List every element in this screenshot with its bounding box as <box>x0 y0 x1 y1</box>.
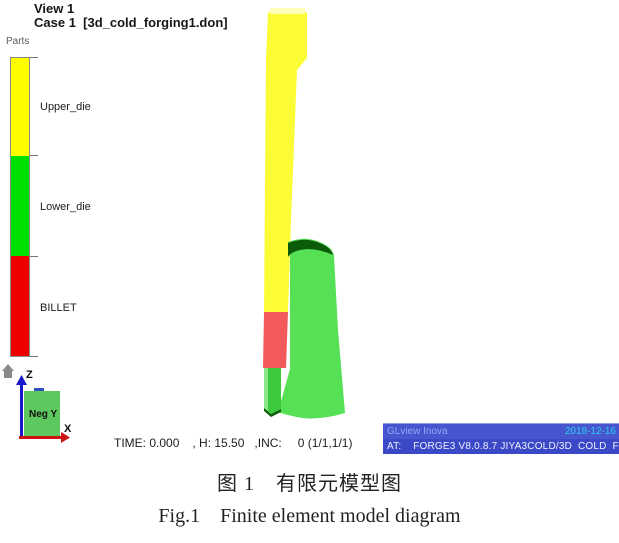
legend-swatch-upper-die[interactable] <box>11 58 29 156</box>
z-axis-label: Z <box>26 369 33 381</box>
legend-tick <box>30 256 38 257</box>
info-bar: GLview Inova 2018-12-16 AT: FORGE3 V8.0.… <box>383 423 619 454</box>
parts-legend-title: Parts <box>6 36 30 47</box>
case-title: Case 1 [3d_cold_forging1.don] <box>34 15 228 30</box>
status-height: , H: 15.50 <box>192 436 245 450</box>
legend-label-upper-die: Upper_die <box>40 101 91 113</box>
legend-label-billet: BILLET <box>40 302 77 314</box>
parts-legend-bar <box>10 57 30 357</box>
x-axis-arrowhead <box>61 432 70 443</box>
view-header: View 1 Case 1 [3d_cold_forging1.don] <box>34 2 228 30</box>
z-axis-arrowhead <box>16 375 27 385</box>
upper-die-mesh[interactable] <box>264 12 307 312</box>
upper-die-highlight <box>270 8 305 14</box>
app-name: GLview Inova <box>387 426 448 437</box>
triad-plane <box>24 391 60 437</box>
legend-swatch-lower-die[interactable] <box>11 156 29 256</box>
x-axis-arrow <box>19 436 62 439</box>
status-time: TIME: 0.000 <box>114 436 180 450</box>
z-axis-arrow <box>20 382 23 438</box>
legend-tick <box>30 356 38 357</box>
billet-mesh[interactable] <box>263 312 288 368</box>
legend-swatch-billet[interactable] <box>11 256 29 356</box>
status-inc-value: 0 (1/1,1/1) <box>297 436 353 450</box>
status-inc-label: ,INC: <box>254 436 282 450</box>
date-stamp: 2018-12-16 <box>564 426 616 437</box>
figure-caption-en: Fig.1 Finite element model diagram <box>158 505 461 527</box>
lower-die-post-highlight <box>264 368 268 411</box>
lower-die-post-shadow <box>264 408 281 417</box>
legend-tick <box>30 155 38 156</box>
triad-plane-edge <box>34 388 44 391</box>
orientation-label: Neg Y <box>29 409 57 420</box>
x-axis-label: X <box>64 423 72 435</box>
figure-caption-zh: 图 1 有限元模型图 <box>217 473 402 495</box>
lower-die-mesh[interactable] <box>278 238 345 419</box>
legend-tick <box>30 57 38 58</box>
view-title: View 1 <box>34 1 75 16</box>
home-icon[interactable] <box>2 364 14 378</box>
lower-die-cavity-shadow <box>288 239 333 257</box>
legend-label-lower-die: Lower_die <box>40 201 91 213</box>
solver-command: AT: FORGE3 V8.0.8.7 JIYA3COLD/3D COLD FO… <box>387 441 619 452</box>
status-bar: TIME: 0.000 , H: 15.50 ,INC: 0 (1/1,1/1) <box>114 436 352 450</box>
lower-die-post[interactable] <box>264 368 281 414</box>
axis-triad[interactable]: Z X Neg Y <box>16 369 72 443</box>
